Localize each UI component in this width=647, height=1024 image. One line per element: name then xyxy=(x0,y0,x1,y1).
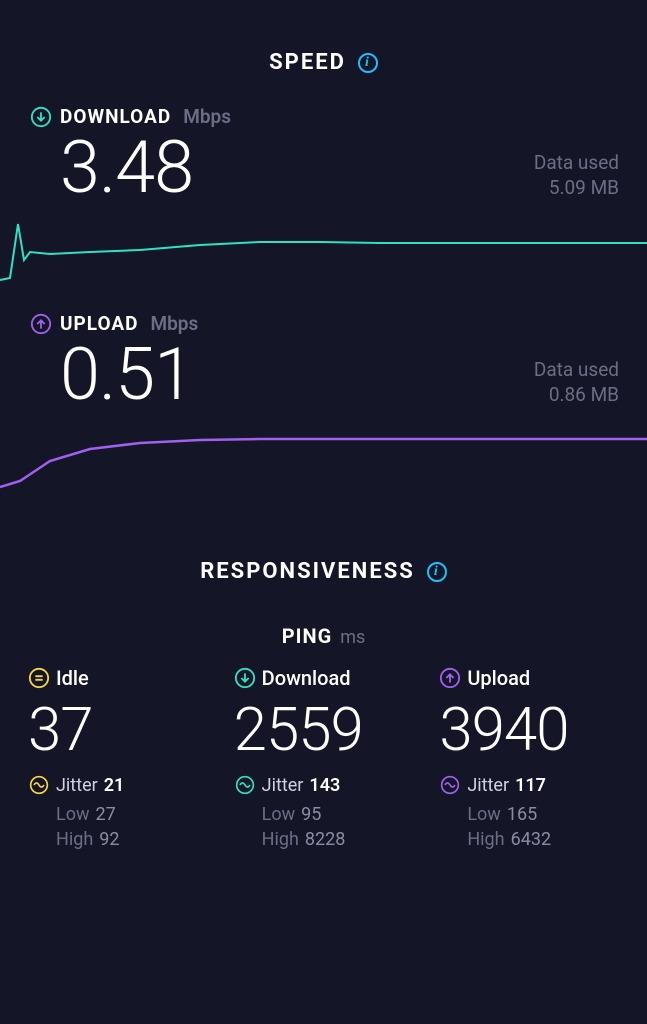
ping-value-upload: 3940 xyxy=(439,700,619,760)
idle-icon xyxy=(28,667,50,689)
high-value: 6432 xyxy=(511,829,551,850)
low-row-download: Low95 xyxy=(262,804,414,825)
download-block: DOWNLOAD Mbps 3.48 Data used 5.09 MB xyxy=(0,105,647,204)
ping-head-download: Download xyxy=(234,666,414,690)
low-row-idle: Low 27 xyxy=(56,804,208,825)
high-label: High xyxy=(56,829,93,850)
low-value: 95 xyxy=(301,804,321,825)
info-icon[interactable]: i xyxy=(427,562,447,582)
upload-icon xyxy=(30,313,52,335)
upload-chart xyxy=(0,419,647,489)
ping-head-upload: Upload xyxy=(439,666,619,690)
jitter-label: Jitter xyxy=(56,775,98,796)
info-icon[interactable]: i xyxy=(358,53,378,73)
download-data-used-value: 5.09 MB xyxy=(534,176,619,201)
speed-section-title: SPEED i xyxy=(0,0,647,105)
jitter-icon xyxy=(28,774,50,796)
low-row-upload: Low 165 xyxy=(467,804,619,825)
download-data-used-label: Data used xyxy=(534,151,619,176)
jitter-icon xyxy=(234,774,256,796)
low-value: 27 xyxy=(96,804,116,825)
responsiveness-section-title: RESPONSIVENESS i xyxy=(0,489,647,614)
ping-grid: Idle37Jitter 21Low27High92Download2559Ji… xyxy=(0,666,647,854)
ping-label: PING xyxy=(282,624,332,648)
ping-col-label: Upload xyxy=(467,666,530,690)
ping-col-label: Idle xyxy=(56,666,89,690)
high-row-idle: High 92 xyxy=(56,829,208,850)
ping-col-idle: Idle 37 Jitter 21 Low 27High 92 xyxy=(20,666,216,854)
ping-col-download: Download2559Jitter 143Low95High8228 xyxy=(226,666,422,854)
ping-col-upload: Upload 3940 Jitter 117 Low 165High 6432 xyxy=(431,666,627,854)
upload-data-used-label: Data used xyxy=(534,358,619,383)
high-row-upload: High 6432 xyxy=(467,829,619,850)
jitter-row-upload: Jitter 117 xyxy=(439,774,619,796)
responsiveness-title-text: RESPONSIVENESS xyxy=(200,559,415,584)
ping-unit: ms xyxy=(340,627,365,648)
download-icon xyxy=(30,106,52,128)
upload-data-used-value: 0.86 MB xyxy=(534,383,619,408)
jitter-value: 117 xyxy=(515,775,546,796)
low-value: 165 xyxy=(507,804,537,825)
jitter-row-download: Jitter 143 xyxy=(234,774,414,796)
high-row-download: High 8228 xyxy=(262,829,414,850)
ping-value-download: 2559 xyxy=(234,700,414,760)
low-label: Low xyxy=(262,804,296,825)
high-value: 8228 xyxy=(305,829,345,850)
low-label: Low xyxy=(467,804,501,825)
download-chart xyxy=(0,212,647,282)
jitter-label: Jitter xyxy=(262,775,304,796)
jitter-value: 143 xyxy=(309,775,340,796)
low-label: Low xyxy=(56,804,90,825)
ping-head-idle: Idle xyxy=(28,666,208,690)
jitter-icon xyxy=(439,774,461,796)
high-label: High xyxy=(262,829,299,850)
ping-col-label: Download xyxy=(262,666,351,690)
ping-heading: PING ms xyxy=(0,624,647,648)
speed-title-text: SPEED xyxy=(269,50,346,75)
upload-block: UPLOAD Mbps 0.51 Data used 0.86 MB xyxy=(0,312,647,411)
jitter-label: Jitter xyxy=(467,775,509,796)
ping-value-idle: 37 xyxy=(28,700,208,760)
jitter-value: 21 xyxy=(104,775,125,796)
high-value: 92 xyxy=(99,829,119,850)
jitter-row-idle: Jitter 21 xyxy=(28,774,208,796)
download-icon xyxy=(234,667,256,689)
download-data-used: Data used 5.09 MB xyxy=(534,151,619,200)
upload-icon xyxy=(439,667,461,689)
upload-data-used: Data used 0.86 MB xyxy=(534,358,619,407)
high-label: High xyxy=(467,829,504,850)
